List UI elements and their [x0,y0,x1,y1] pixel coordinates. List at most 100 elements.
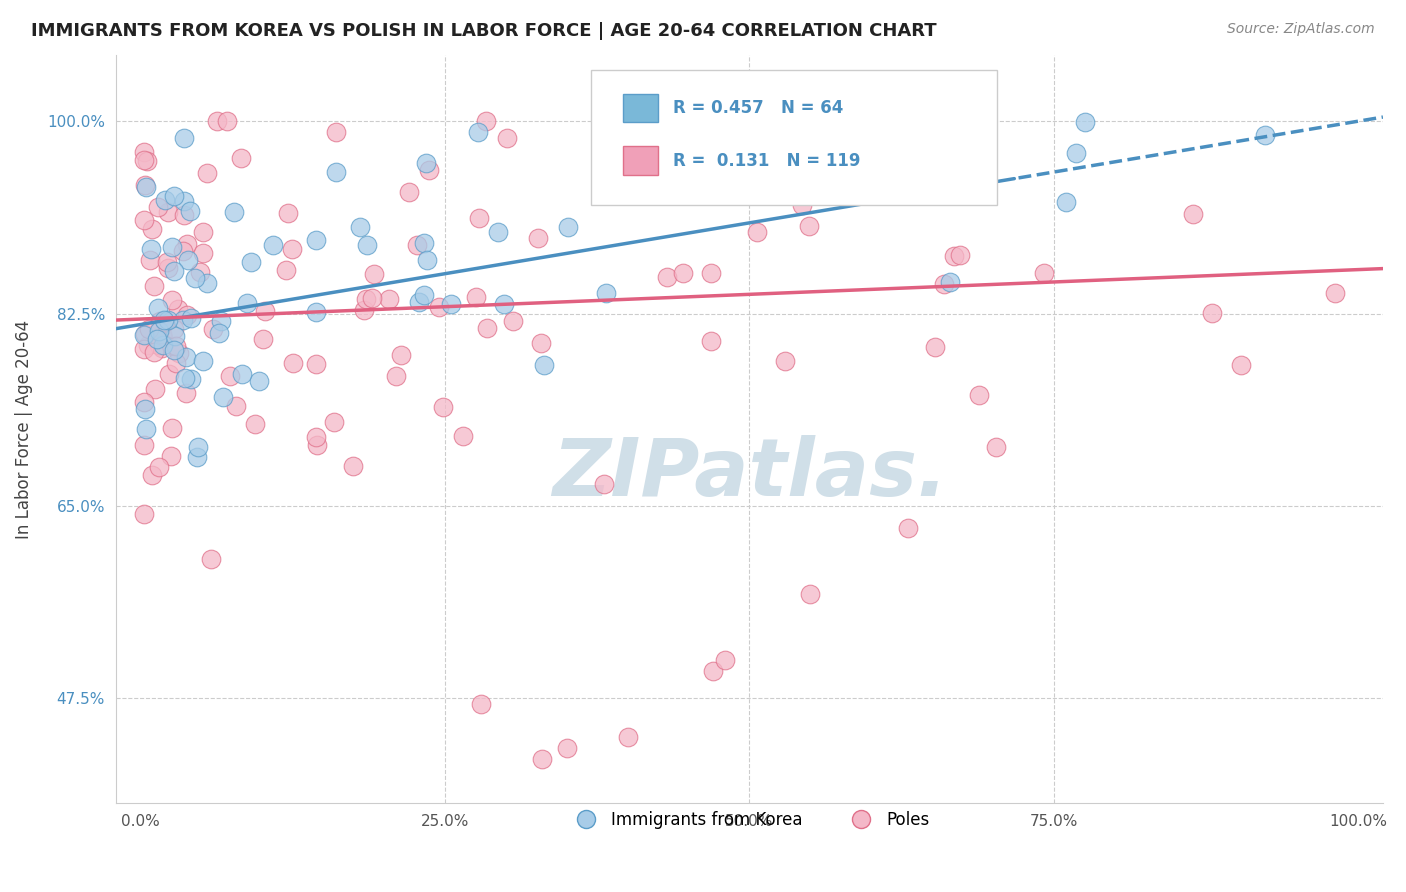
Point [595,286,617,301]
Point [148,459,170,474]
Point [349,219,371,234]
Point [156,261,179,276]
Point [146,200,169,214]
Point [283,356,305,370]
Point [165,356,187,370]
Point [155,193,177,207]
Point [1181,207,1204,221]
Point [416,253,439,268]
Point [160,240,183,254]
Point [191,354,214,368]
Point [247,374,270,388]
Point [378,292,401,306]
Point [530,336,553,351]
Point [593,169,616,184]
Point [949,248,972,262]
Point [254,303,277,318]
Point [557,219,579,234]
Point [135,180,157,194]
Point [150,326,173,341]
Point [475,320,498,334]
Point [738,186,761,200]
Point [134,326,156,341]
Point [527,231,550,245]
Point [714,653,737,667]
Point [305,233,328,247]
Point [176,236,198,251]
Point [495,131,517,145]
Point [172,244,194,259]
Point [173,131,195,145]
Point [153,315,176,329]
Point [531,752,554,766]
FancyBboxPatch shape [591,70,997,204]
Point [132,213,155,227]
Point [934,277,956,291]
Point [342,458,364,473]
Point [180,311,202,326]
Y-axis label: In Labor Force | Age 20-64: In Labor Force | Age 20-64 [15,319,32,539]
Point [700,334,723,348]
Point [191,225,214,239]
Point [209,314,232,328]
Point [797,219,820,234]
Point [305,357,328,371]
Point [201,321,224,335]
Point [219,368,242,383]
Point [165,338,187,352]
Point [163,188,186,202]
Point [143,279,166,293]
Point [134,178,156,192]
Point [986,440,1008,454]
Point [212,391,235,405]
Text: R = 0.457   N = 64: R = 0.457 N = 64 [673,99,844,117]
Point [173,194,195,209]
Point [179,204,201,219]
Point [398,186,420,200]
Point [262,238,284,252]
Point [134,402,156,417]
Bar [623,146,658,175]
Bar [623,94,658,122]
Point [146,301,169,315]
Point [132,153,155,167]
Point [325,125,347,139]
Point [325,164,347,178]
Point [132,395,155,409]
Point [240,255,263,269]
Point [132,438,155,452]
Point [745,225,768,239]
Text: R =  0.131   N = 119: R = 0.131 N = 119 [673,152,860,169]
Point [160,293,183,307]
Point [354,292,377,306]
Point [229,152,252,166]
Point [149,314,172,328]
Point [176,350,198,364]
Point [533,358,555,372]
Point [186,450,208,464]
Point [616,730,638,744]
Point [132,145,155,160]
Point [406,238,429,252]
Point [307,438,329,452]
Point [1324,286,1347,301]
Point [176,386,198,401]
Point [160,421,183,435]
Point [245,417,267,432]
Point [592,477,614,491]
Point [138,252,160,267]
Point [782,114,804,128]
Point [672,266,695,280]
Point [141,467,163,482]
Point [475,114,498,128]
Point [1254,128,1277,142]
Point [363,268,385,282]
Point [464,290,486,304]
Point [136,338,159,352]
Point [153,312,176,326]
Point [1054,194,1077,209]
Point [138,322,160,336]
Point [177,252,200,267]
Point [187,440,209,454]
Point [418,163,440,178]
